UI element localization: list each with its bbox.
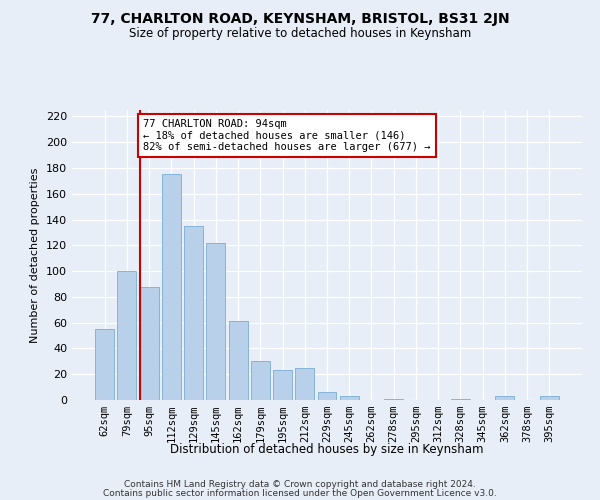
Bar — [206, 243, 225, 400]
Bar — [295, 368, 314, 400]
Bar — [340, 396, 359, 400]
Text: Contains public sector information licensed under the Open Government Licence v3: Contains public sector information licen… — [103, 489, 497, 498]
Bar — [451, 398, 470, 400]
Bar — [140, 286, 158, 400]
Bar — [95, 329, 114, 400]
Text: Size of property relative to detached houses in Keynsham: Size of property relative to detached ho… — [129, 28, 471, 40]
Text: Contains HM Land Registry data © Crown copyright and database right 2024.: Contains HM Land Registry data © Crown c… — [124, 480, 476, 489]
Text: 77 CHARLTON ROAD: 94sqm
← 18% of detached houses are smaller (146)
82% of semi-d: 77 CHARLTON ROAD: 94sqm ← 18% of detache… — [143, 119, 430, 152]
Bar — [118, 271, 136, 400]
Bar — [184, 226, 203, 400]
Bar — [162, 174, 181, 400]
Y-axis label: Number of detached properties: Number of detached properties — [31, 168, 40, 342]
Bar — [251, 362, 270, 400]
Bar — [496, 396, 514, 400]
Bar — [540, 396, 559, 400]
Bar — [273, 370, 292, 400]
Bar — [229, 322, 248, 400]
Bar — [317, 392, 337, 400]
Text: 77, CHARLTON ROAD, KEYNSHAM, BRISTOL, BS31 2JN: 77, CHARLTON ROAD, KEYNSHAM, BRISTOL, BS… — [91, 12, 509, 26]
Text: Distribution of detached houses by size in Keynsham: Distribution of detached houses by size … — [170, 442, 484, 456]
Bar — [384, 398, 403, 400]
